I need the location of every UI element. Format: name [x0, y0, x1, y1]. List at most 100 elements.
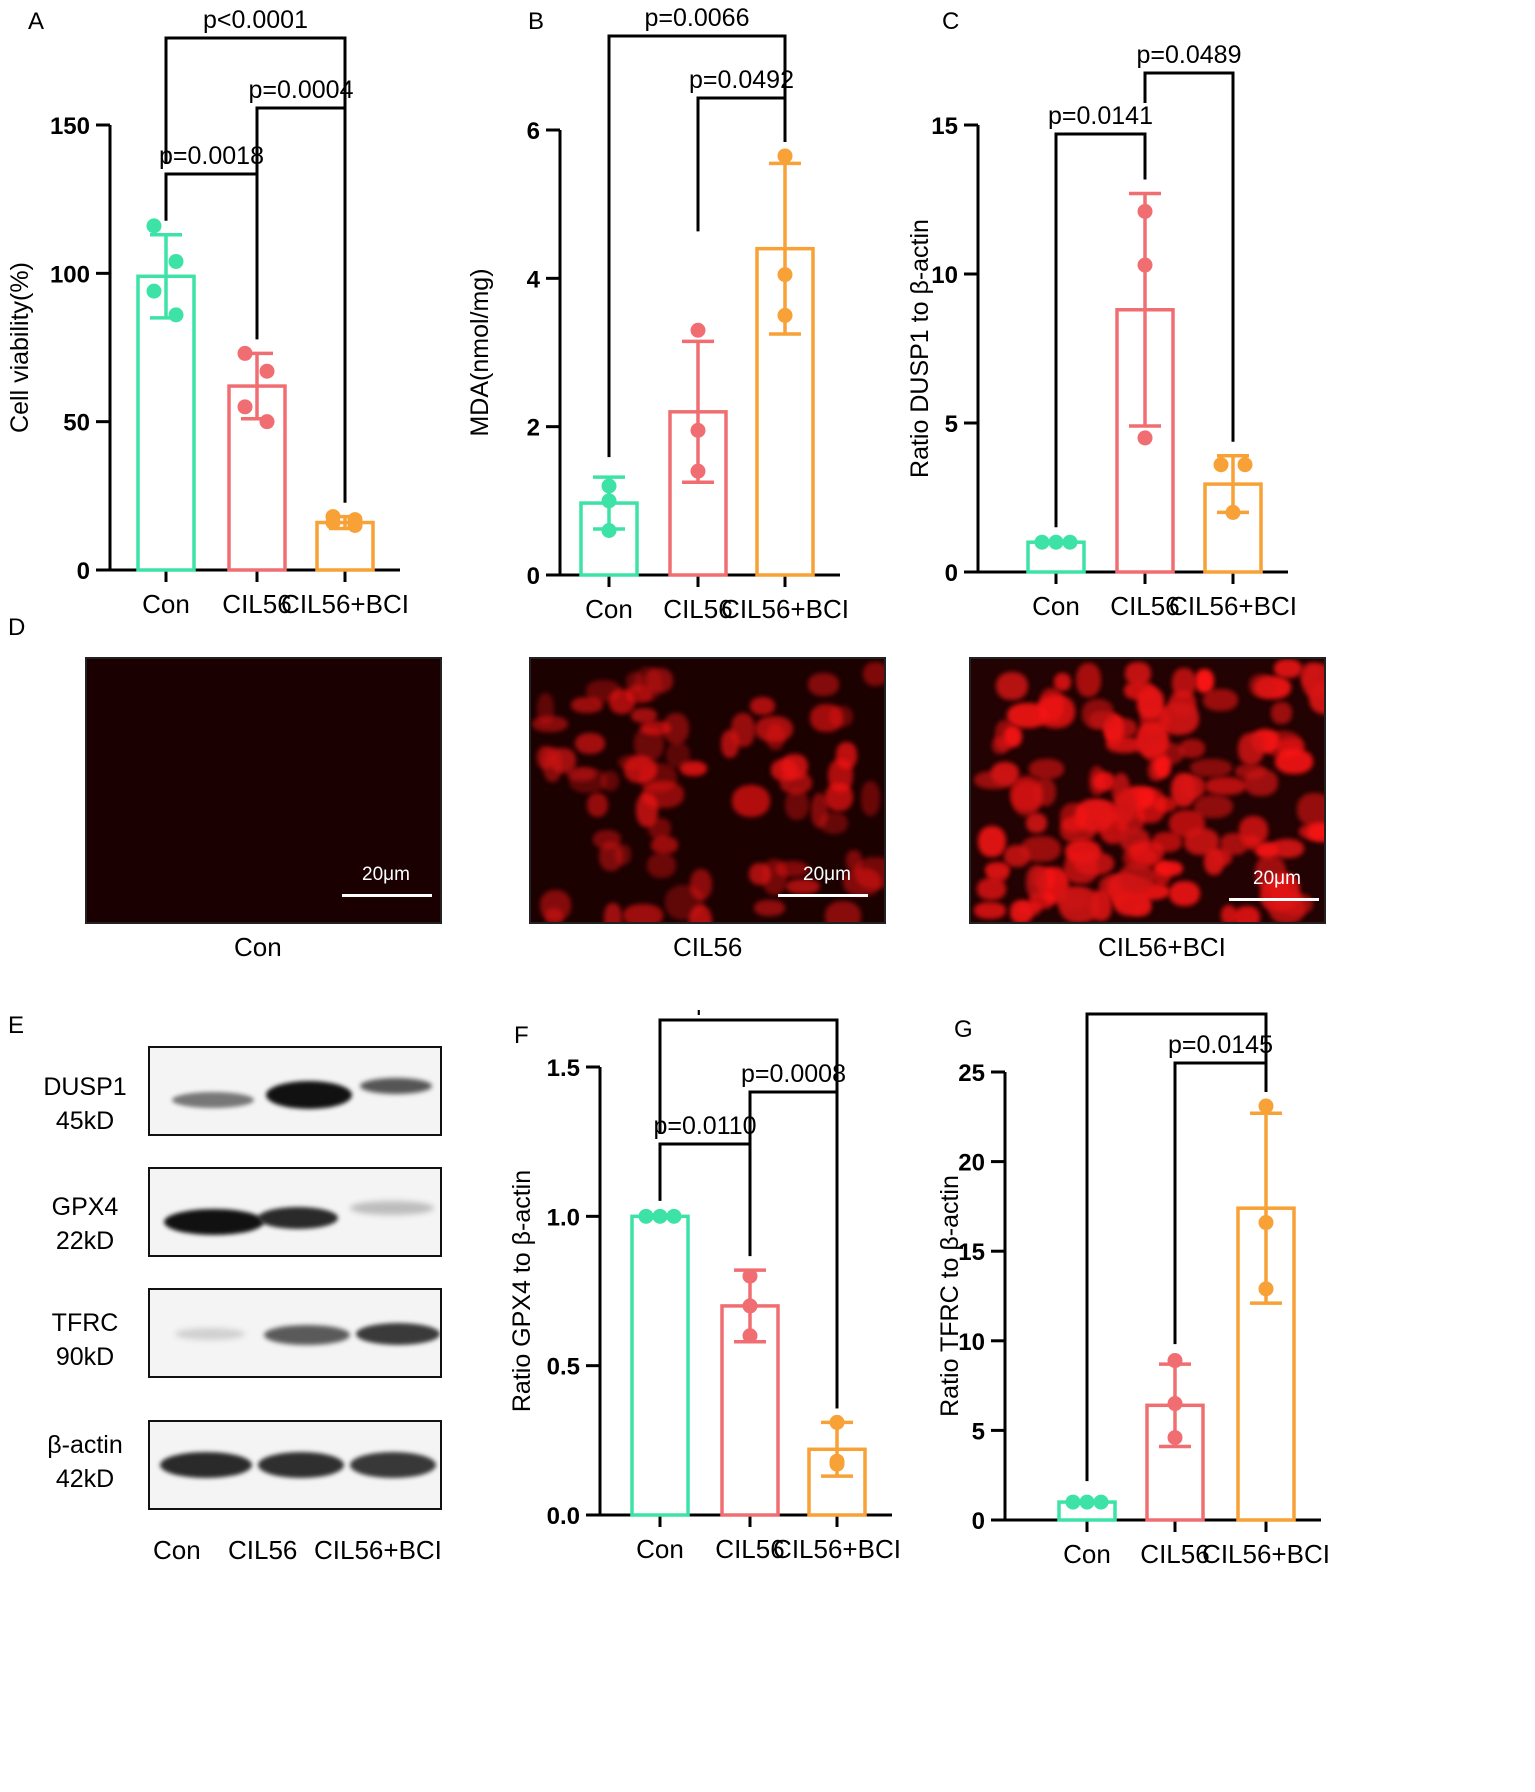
data-point — [1137, 430, 1153, 446]
fluorescent-cell — [617, 754, 649, 770]
data-point — [168, 253, 184, 269]
data-point — [690, 463, 706, 479]
x-tick-label: CIL56+BCI — [1169, 591, 1297, 620]
fluorescent-cell — [1203, 847, 1224, 875]
panel-letter-f: F — [514, 1022, 529, 1049]
p-value-label: p=0.0489 — [1137, 41, 1242, 69]
fluorescent-cell — [626, 684, 653, 703]
blot-label-beta-actin: β-actin 42kD — [47, 1431, 123, 1493]
panel-letter-e: E — [8, 1012, 25, 1039]
fluorescent-cell — [828, 758, 853, 793]
fluorescent-cell — [1004, 726, 1022, 747]
fluorescent-cell — [601, 770, 620, 791]
fluorescent-cell — [808, 673, 840, 696]
p-value-label: p<0.0001 — [203, 6, 308, 34]
significance-bracket — [1085, 1012, 1268, 1482]
y-axis-label: MDA(nmol/mg) — [466, 268, 494, 436]
fluorescent-cell — [1190, 758, 1232, 777]
x-tick-label: Con — [142, 589, 190, 619]
fluorescent-cell — [855, 856, 884, 890]
blot-lane-cil56-bci: CIL56+BCI — [314, 1535, 442, 1565]
blot-dusp1 — [148, 1046, 442, 1136]
data-point — [601, 493, 617, 509]
fluorescent-cell — [995, 671, 1028, 701]
fluorescent-cell — [748, 863, 772, 885]
micrograph-con: 20μm — [85, 657, 442, 924]
scale-bar — [778, 894, 868, 897]
micrograph-label-cil56-bci: CIL56+BCI — [1098, 932, 1226, 962]
data-point — [1034, 534, 1050, 550]
fluorescent-cell — [1106, 736, 1144, 754]
fluorescent-cell — [1012, 781, 1042, 816]
y-tick-label: 5 — [945, 411, 958, 438]
blot-label-dusp1: DUSP1 45kD — [43, 1073, 127, 1135]
data-point — [259, 363, 275, 379]
fluorescent-cell — [1125, 662, 1151, 685]
x-tick-label: CIL56 — [715, 1534, 784, 1564]
band — [360, 1078, 432, 1094]
y-tick-label: 10 — [931, 262, 958, 289]
fluorescent-cell — [1010, 900, 1034, 922]
fluorescent-cell — [1243, 769, 1278, 796]
fluorescent-cell — [1274, 748, 1314, 774]
y-tick-label: 100 — [50, 261, 90, 288]
data-point — [1258, 1281, 1274, 1297]
fluorescent-cell — [1056, 886, 1089, 912]
data-point — [325, 515, 341, 531]
micrograph-cil56-bci: 20μm — [969, 657, 1326, 924]
fluorescent-cell — [567, 767, 596, 782]
scale-bar-label: 20μm — [1253, 868, 1301, 889]
fluorescent-cell — [622, 903, 664, 922]
significance-bracket — [658, 1142, 752, 1257]
fluorescent-cell — [781, 753, 808, 779]
y-tick-label: 2 — [527, 415, 540, 442]
fluorescent-cell — [666, 741, 690, 769]
data-point — [690, 322, 706, 338]
band — [258, 1452, 344, 1478]
panel-letter-g: G — [954, 1016, 973, 1043]
data-point — [1237, 457, 1253, 473]
data-point — [1062, 534, 1078, 550]
fluorescent-cell — [1238, 732, 1265, 765]
data-point — [1079, 1494, 1095, 1510]
x-tick-label: Con — [585, 594, 633, 620]
fluorescent-cell — [631, 708, 658, 724]
data-point — [638, 1208, 654, 1224]
y-tick-label: 0 — [527, 563, 540, 590]
data-point — [1225, 504, 1241, 520]
fluorescent-cell — [810, 793, 828, 829]
y-tick-label: 0 — [972, 1508, 985, 1535]
data-point — [1167, 1396, 1183, 1412]
p-value-label: p=0.0145 — [1168, 1031, 1273, 1059]
fluorescent-cell — [599, 841, 624, 871]
fluorescent-cell — [1254, 842, 1278, 859]
fluorescent-cell — [646, 853, 676, 879]
fluorescent-cell — [1269, 838, 1305, 859]
panel-letter-c: C — [942, 8, 960, 35]
data-point — [777, 148, 793, 164]
x-tick-label: CIL56+BCI — [773, 1534, 901, 1564]
y-tick-label: 0 — [77, 558, 90, 585]
fluorescent-cell — [531, 716, 569, 733]
x-tick-label: CIL56+BCI — [721, 594, 849, 620]
scale-bar — [342, 894, 432, 897]
significance-bracket — [255, 106, 347, 503]
fluorescent-cell — [987, 866, 1008, 882]
fluorescent-cell — [749, 696, 776, 715]
fluorescent-cell — [1308, 681, 1324, 715]
fluorescent-cell — [1271, 701, 1292, 724]
y-tick-label: 25 — [958, 1060, 985, 1087]
fluorescent-cell — [973, 770, 1015, 789]
p-value-label: p<0.0001 — [696, 1010, 801, 1016]
y-tick-label: 0.5 — [547, 1354, 580, 1381]
fluorescent-cell — [1203, 688, 1239, 711]
fluorescent-cell — [774, 861, 809, 877]
fluorescent-cell — [1195, 668, 1215, 693]
band — [160, 1452, 252, 1478]
x-tick-label: CIL56 — [222, 589, 291, 619]
p-value-label: p=0.0141 — [1048, 102, 1153, 130]
